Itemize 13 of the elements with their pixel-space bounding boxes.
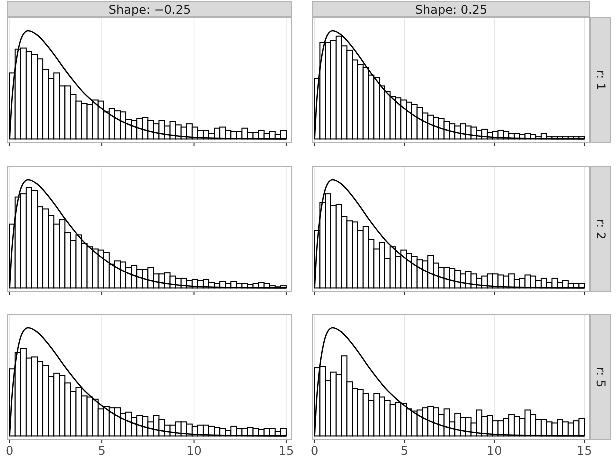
x-tick-label: 5 — [98, 444, 106, 458]
chart-title: Shape: −0.25 — [108, 3, 192, 17]
y2-axis-title: r: 1 — [594, 70, 608, 91]
chart-title: Shape: 0.25 — [415, 3, 488, 17]
x-tick-label: 0 — [6, 444, 14, 458]
y2-axis-title: r: 2 — [594, 219, 608, 240]
x-tick-label: 15 — [576, 444, 592, 458]
y2-axis-title: r: 5 — [594, 367, 608, 388]
x-tick-label: 15 — [278, 444, 294, 458]
x-tick-label: 5 — [400, 444, 409, 458]
x-tick-label: 0 — [310, 444, 319, 458]
x-tick-label: 10 — [186, 444, 202, 458]
x-tick-label: 10 — [487, 444, 502, 458]
